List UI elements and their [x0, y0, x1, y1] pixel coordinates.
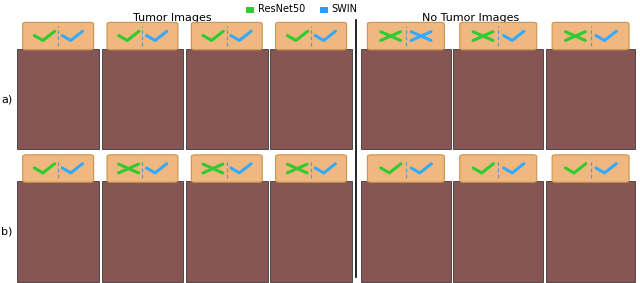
Text: Tumor Images: Tumor Images — [134, 13, 212, 23]
Bar — [246, 7, 255, 13]
FancyBboxPatch shape — [22, 155, 93, 182]
Bar — [361, 49, 451, 149]
Bar — [320, 7, 328, 13]
Bar — [186, 181, 268, 282]
Bar — [453, 49, 543, 149]
FancyBboxPatch shape — [276, 22, 347, 50]
Text: SWIN: SWIN — [332, 4, 357, 14]
Bar — [102, 49, 184, 149]
FancyBboxPatch shape — [276, 155, 347, 182]
FancyBboxPatch shape — [191, 22, 262, 50]
FancyBboxPatch shape — [22, 22, 93, 50]
Bar — [361, 181, 451, 282]
FancyBboxPatch shape — [191, 155, 262, 182]
Text: b): b) — [1, 227, 13, 237]
FancyBboxPatch shape — [367, 155, 444, 182]
Bar — [186, 49, 268, 149]
FancyBboxPatch shape — [552, 22, 629, 50]
Text: ResNet50: ResNet50 — [258, 4, 305, 14]
FancyBboxPatch shape — [367, 22, 444, 50]
Text: a): a) — [1, 94, 13, 104]
FancyBboxPatch shape — [460, 155, 537, 182]
Bar — [546, 181, 636, 282]
FancyBboxPatch shape — [107, 155, 178, 182]
Bar — [17, 49, 99, 149]
FancyBboxPatch shape — [460, 22, 537, 50]
Bar — [102, 181, 184, 282]
Bar — [270, 181, 352, 282]
FancyBboxPatch shape — [552, 155, 629, 182]
Bar — [546, 49, 636, 149]
Bar — [270, 49, 352, 149]
FancyBboxPatch shape — [107, 22, 178, 50]
Bar — [453, 181, 543, 282]
Text: No Tumor Images: No Tumor Images — [422, 13, 519, 23]
Bar — [17, 181, 99, 282]
